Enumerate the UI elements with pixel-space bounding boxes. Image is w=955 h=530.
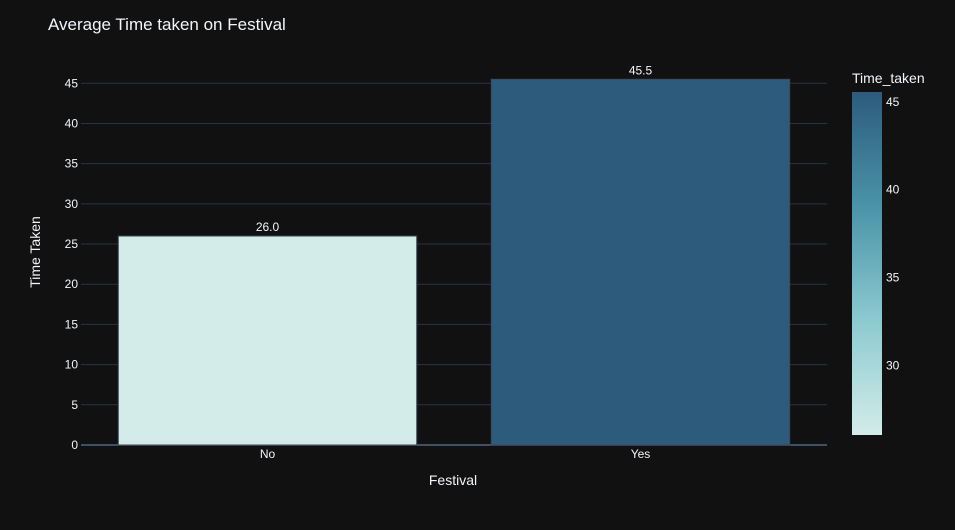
data-label: 45.5: [629, 63, 653, 77]
bar-yes: [490, 78, 791, 446]
colorbar-gradient: [852, 92, 882, 435]
colorbar-tick-label: 30: [886, 359, 900, 373]
bar-no: [117, 235, 418, 446]
y-tick-label: 30: [65, 197, 79, 211]
y-tick-label: 35: [65, 157, 79, 171]
y-tick-label: 40: [65, 116, 79, 130]
x-tick-label: Yes: [631, 447, 651, 461]
x-axis-title: Festival: [429, 472, 477, 488]
colorbar: Time_taken 30 35 40 45: [852, 70, 925, 435]
y-tick-label: 45: [65, 76, 79, 90]
y-axis-title: Time Taken: [27, 216, 43, 288]
colorbar-title: Time_taken: [852, 70, 925, 86]
data-label: 26.0: [256, 220, 280, 234]
y-tick-label: 10: [65, 358, 79, 372]
x-tick-label: No: [260, 447, 276, 461]
x-axis-ticks: No Yes: [260, 447, 650, 461]
chart-title: Average Time taken on Festival: [48, 15, 286, 34]
bars: 26.0 45.5: [117, 63, 791, 446]
y-tick-label: 15: [65, 317, 79, 331]
colorbar-tick-label: 35: [886, 271, 900, 285]
y-tick-label: 5: [71, 398, 78, 412]
colorbar-tick-label: 45: [886, 95, 900, 109]
y-tick-label: 20: [65, 277, 79, 291]
y-tick-label: 0: [71, 438, 78, 452]
y-axis-ticks: 0 5 10 15 20 25 30 35 40 45: [65, 76, 79, 452]
y-tick-label: 25: [65, 237, 79, 251]
colorbar-tick-label: 40: [886, 183, 900, 197]
